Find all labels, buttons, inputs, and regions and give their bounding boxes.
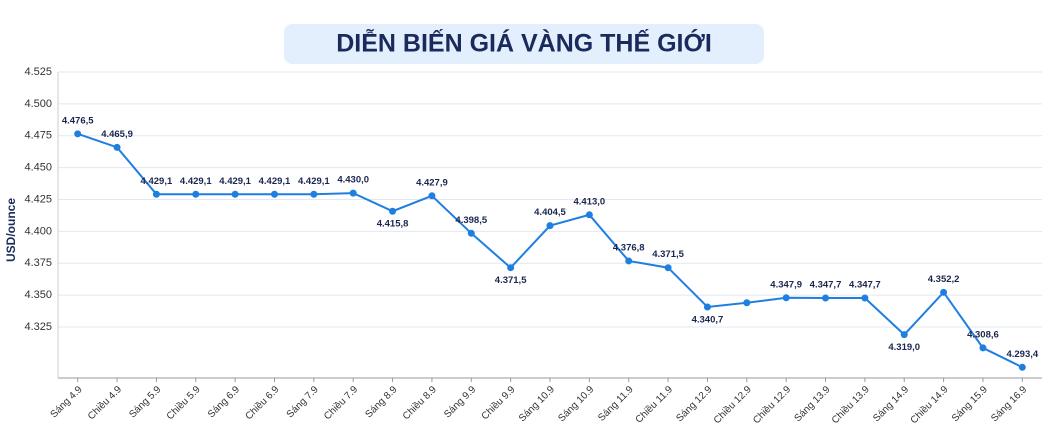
value-label: 4.476,5 [62,115,94,126]
point [940,288,948,296]
value-label: 4.376,8 [613,242,645,253]
point [467,229,475,237]
value-label: 4.413,0 [574,196,606,207]
y-tick-label: 4.375 [24,257,52,269]
point [900,331,908,339]
value-label: 4.371,5 [652,249,684,260]
value-label: 4.429,1 [219,176,251,187]
point [113,143,121,151]
point [1018,363,1026,371]
x-tick-label: Chiều 12.9 [711,383,754,426]
point [507,264,515,272]
point [625,257,633,265]
y-tick-label: 4.425 [24,193,52,205]
x-tick-label: Sáng 12.9 [674,384,714,424]
point [585,211,593,219]
x-tick-label: Sáng 8.9 [363,384,399,420]
x-tick-label: Sáng 14.9 [871,384,911,424]
value-label: 4.293,4 [1006,349,1038,360]
point [664,264,672,272]
x-tick-label: Chiều 4.9 [85,383,124,422]
y-tick-label: 4.500 [24,98,52,110]
value-label: 4.465,9 [101,129,133,140]
point [743,299,751,307]
point [310,190,318,198]
value-label: 4.352,2 [928,274,960,285]
x-tick-label: Chiều 7.9 [321,383,360,422]
value-label: 4.427,9 [416,177,448,188]
chart-title: DIỄN BIẾN GIÁ VÀNG THẾ GIỚI [336,28,712,58]
y-tick-label: 4.475 [24,130,52,142]
point [861,294,869,302]
x-tick-label: Sáng 6.9 [206,384,242,420]
x-tick-label: Chiều 13.9 [829,383,872,426]
point [979,344,987,352]
value-label: 4.429,1 [180,176,212,187]
value-label: 4.430,0 [337,175,369,186]
value-label: 4.429,1 [298,176,330,187]
value-label: 4.429,1 [141,176,173,187]
x-tick-label: Chiều 11.9 [633,383,675,425]
y-tick-label: 4.450 [24,162,52,174]
x-tick-label: Chiều 6.9 [243,383,282,422]
point [703,303,711,311]
value-label: 4.319,0 [888,342,920,353]
line [77,132,1023,369]
x-tick-label: Chiều 14.9 [908,383,951,426]
title-box [284,24,764,64]
value-label: 4.404,5 [534,207,566,218]
y-tick-label: 4.325 [24,321,52,333]
value-label: 4.371,5 [495,275,527,286]
point [192,190,200,198]
point [349,189,357,197]
point [270,190,278,198]
point [389,207,397,215]
value-label: 4.429,1 [259,176,291,187]
value-label: 4.347,7 [810,280,842,291]
x-tick-label: Chiều 5.9 [164,383,203,422]
point [428,192,436,200]
x-tick-label: Sáng 9.9 [442,384,478,420]
point [822,294,830,302]
point [231,190,239,198]
x-tick-label: Sáng 16.9 [989,384,1029,424]
y-tick-label: 4.400 [24,225,52,237]
x-tick-label: Chiều 8.9 [400,383,439,422]
x-tick-label: Chiều 9.9 [479,383,518,422]
point [74,130,82,138]
x-tick-label: Sáng 15.9 [950,384,990,424]
x-tick-label: Chiều 12.9 [750,383,793,426]
x-tick-label: Sáng 11.9 [596,384,636,424]
x-tick-label: Sáng 13.9 [792,384,832,424]
value-label: 4.340,7 [692,314,724,325]
point [152,190,160,198]
x-tick-label: Sáng 10.9 [556,384,596,424]
value-label: 4.398,5 [455,215,487,226]
x-tick-label: Sáng 7.9 [285,384,321,420]
value-label: 4.308,6 [967,329,999,340]
x-tick-label: Sáng 10.9 [517,384,557,424]
x-tick-label: Sáng 4.9 [49,384,85,420]
value-label: 4.347,9 [770,279,802,290]
value-label: 4.347,7 [849,280,881,291]
value-label: 4.415,8 [377,219,409,230]
y-tick-label: 4.525 [24,66,52,78]
y-axis-title: USD/ounce [4,198,18,262]
point [782,294,790,302]
point [546,222,554,230]
x-tick-label: Sáng 5.9 [127,384,163,420]
y-tick-label: 4.350 [24,289,52,301]
